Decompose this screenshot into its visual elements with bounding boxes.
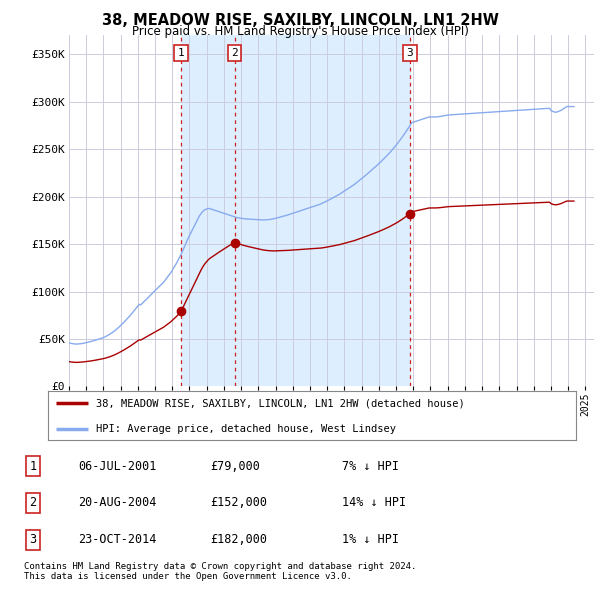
Text: £182,000: £182,000	[210, 533, 267, 546]
Text: 7% ↓ HPI: 7% ↓ HPI	[342, 460, 399, 473]
Text: HPI: Average price, detached house, West Lindsey: HPI: Average price, detached house, West…	[95, 424, 395, 434]
Text: 23-OCT-2014: 23-OCT-2014	[78, 533, 157, 546]
Text: 20-AUG-2004: 20-AUG-2004	[78, 496, 157, 510]
Text: This data is licensed under the Open Government Licence v3.0.: This data is licensed under the Open Gov…	[24, 572, 352, 581]
Text: 1: 1	[29, 460, 37, 473]
Text: 1% ↓ HPI: 1% ↓ HPI	[342, 533, 399, 546]
Text: 2: 2	[232, 48, 238, 58]
Text: Price paid vs. HM Land Registry's House Price Index (HPI): Price paid vs. HM Land Registry's House …	[131, 25, 469, 38]
Bar	[235, 35, 410, 386]
Text: Contains HM Land Registry data © Crown copyright and database right 2024.: Contains HM Land Registry data © Crown c…	[24, 562, 416, 571]
Text: £152,000: £152,000	[210, 496, 267, 510]
Text: 38, MEADOW RISE, SAXILBY, LINCOLN, LN1 2HW: 38, MEADOW RISE, SAXILBY, LINCOLN, LN1 2…	[101, 13, 499, 28]
Text: 38, MEADOW RISE, SAXILBY, LINCOLN, LN1 2HW (detached house): 38, MEADOW RISE, SAXILBY, LINCOLN, LN1 2…	[95, 398, 464, 408]
Text: 2: 2	[29, 496, 37, 510]
Text: 14% ↓ HPI: 14% ↓ HPI	[342, 496, 406, 510]
Bar	[181, 35, 235, 386]
Text: 3: 3	[29, 533, 37, 546]
Text: 06-JUL-2001: 06-JUL-2001	[78, 460, 157, 473]
Text: 3: 3	[406, 48, 413, 58]
Text: £79,000: £79,000	[210, 460, 260, 473]
Text: 1: 1	[178, 48, 184, 58]
